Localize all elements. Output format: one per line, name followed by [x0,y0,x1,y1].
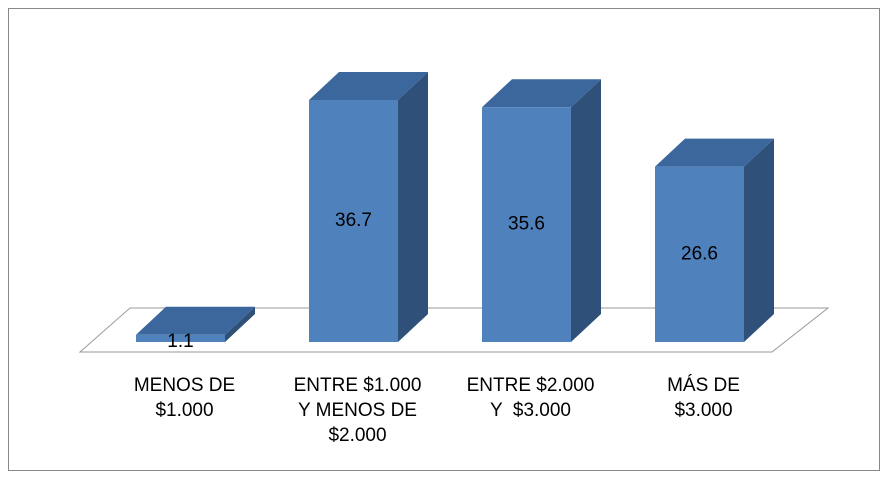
x-tick-label: MENOS DE $1.000 [133,375,236,421]
bar-front [655,166,744,342]
bar [309,72,428,342]
bar-side [398,72,428,342]
bar-side [225,306,255,342]
bar-front [309,100,398,342]
bar-top [655,138,774,167]
bar [655,138,774,342]
bar-front [136,334,225,342]
bar-front [482,107,571,342]
x-tick-label: ENTRE $2.000 Y $3.000 [466,375,595,421]
data-label: 1.1 [167,331,193,352]
data-label: 35.6 [508,214,545,235]
bar [136,306,255,342]
x-tick-label: ENTRE $1.000 Y MENOS DE $2.000 [293,375,422,446]
data-label: 26.6 [681,243,718,264]
x-tick-label: MÁS DE $3.000 [667,375,740,421]
bar-top [136,306,255,335]
bar-side [744,138,774,342]
bar-top [482,79,601,108]
data-label: 36.7 [335,210,372,231]
bar-side [571,79,601,342]
floor [78,307,830,353]
bar-top [309,72,428,100]
bar [482,79,601,342]
